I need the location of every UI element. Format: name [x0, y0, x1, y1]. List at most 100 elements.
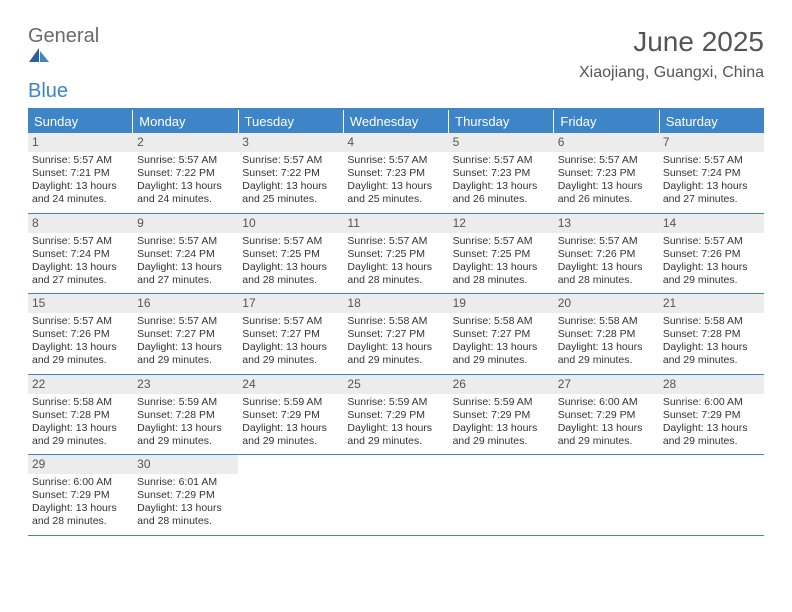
day-number: 4 [343, 133, 448, 152]
sunrise-text: Sunrise: 5:58 AM [663, 315, 760, 328]
calendar-cell: 5 Sunrise: 5:57 AMSunset: 7:23 PMDaylight… [449, 133, 554, 213]
calendar-cell: .. [343, 455, 448, 535]
day-number: 20 [554, 294, 659, 313]
sunset-text: Sunset: 7:23 PM [558, 167, 655, 180]
day-body: Sunrise: 5:57 AMSunset: 7:26 PMDaylight:… [554, 233, 659, 294]
calendar-cell: 28Sunrise: 6:00 AMSunset: 7:29 PMDayligh… [659, 375, 764, 455]
calendar-cell: 6Sunrise: 5:57 AMSunset: 7:23 PMDaylight… [554, 133, 659, 213]
weekday-header-row: Sunday Monday Tuesday Wednesday Thursday… [28, 110, 764, 133]
day-number: 8 [28, 214, 133, 233]
sunset-text: Sunset: 7:26 PM [558, 248, 655, 261]
daylight-text: Daylight: 13 hours and 28 minutes. [32, 502, 129, 528]
daylight-text: Daylight: 13 hours and 29 minutes. [663, 261, 760, 287]
calendar-week: 29Sunrise: 6:00 AMSunset: 7:29 PMDayligh… [28, 455, 764, 536]
sail-icon [28, 47, 99, 63]
sunrise-text: Sunrise: 5:58 AM [347, 315, 444, 328]
daylight-text: Daylight: 13 hours and 24 minutes. [137, 180, 234, 206]
day-body: Sunrise: 5:57 AMSunset: 7:25 PMDaylight:… [238, 233, 343, 294]
day-body: Sunrise: 6:00 AMSunset: 7:29 PMDaylight:… [659, 394, 764, 455]
page-title: June 2025 [579, 26, 764, 58]
sunset-text: Sunset: 7:22 PM [242, 167, 339, 180]
day-number: 18 [343, 294, 448, 313]
calendar-cell: 7Sunrise: 5:57 AMSunset: 7:24 PMDaylight… [659, 133, 764, 213]
day-number: 15 [28, 294, 133, 313]
day-number: 10 [238, 214, 343, 233]
sunrise-text: Sunrise: 5:58 AM [453, 315, 550, 328]
day-body: Sunrise: 5:59 AMSunset: 7:29 PMDaylight:… [238, 394, 343, 455]
daylight-text: Daylight: 13 hours and 29 minutes. [32, 422, 129, 448]
sunset-text: Sunset: 7:27 PM [137, 328, 234, 341]
daylight-text: Daylight: 13 hours and 26 minutes. [453, 180, 550, 206]
calendar-cell: 11Sunrise: 5:57 AMSunset: 7:25 PMDayligh… [343, 214, 448, 294]
calendar-cell: .. [238, 455, 343, 535]
calendar-cell: 29Sunrise: 6:00 AMSunset: 7:29 PMDayligh… [28, 455, 133, 535]
day-number: 16 [133, 294, 238, 313]
day-body: Sunrise: 5:57 AMSunset: 7:27 PMDaylight:… [238, 313, 343, 374]
day-body: Sunrise: 5:57 AMSunset: 7:23 PMDaylight:… [343, 152, 448, 213]
calendar-cell: 27Sunrise: 6:00 AMSunset: 7:29 PMDayligh… [554, 375, 659, 455]
weekday-header: Wednesday [344, 110, 449, 133]
sunset-text: Sunset: 7:26 PM [663, 248, 760, 261]
day-body: Sunrise: 5:57 AMSunset: 7:25 PMDaylight:… [449, 233, 554, 294]
daylight-text: Daylight: 13 hours and 29 minutes. [453, 341, 550, 367]
day-number: 28 [659, 375, 764, 394]
day-body: Sunrise: 6:00 AMSunset: 7:29 PMDaylight:… [554, 394, 659, 455]
sunset-text: Sunset: 7:25 PM [453, 248, 550, 261]
daylight-text: Daylight: 13 hours and 29 minutes. [663, 422, 760, 448]
daylight-text: Daylight: 13 hours and 27 minutes. [663, 180, 760, 206]
calendar-cell: 4Sunrise: 5:57 AMSunset: 7:23 PMDaylight… [343, 133, 448, 213]
sunset-text: Sunset: 7:26 PM [32, 328, 129, 341]
calendar-cell: 25Sunrise: 5:59 AMSunset: 7:29 PMDayligh… [343, 375, 448, 455]
day-number: 7 [659, 133, 764, 152]
day-body: Sunrise: 6:01 AMSunset: 7:29 PMDaylight:… [133, 474, 238, 535]
day-number: 23 [133, 375, 238, 394]
calendar-cell: 26Sunrise: 5:59 AMSunset: 7:29 PMDayligh… [449, 375, 554, 455]
sunset-text: Sunset: 7:24 PM [137, 248, 234, 261]
calendar-week: 1 Sunrise: 5:57 AM Sunset: 7:21 PM Daylight… [28, 133, 764, 214]
calendar-cell: .. [449, 455, 554, 535]
sunrise-text: Sunrise: 5:57 AM [453, 154, 550, 167]
day-body: Sunrise: 5:57 AMSunset: 7:26 PMDaylight:… [659, 233, 764, 294]
sunrise-text: Sunrise: 5:59 AM [347, 396, 444, 409]
sunset-text: Sunset: 7:27 PM [453, 328, 550, 341]
sunset-text: Sunset: 7:21 PM [32, 167, 129, 180]
sunset-text: Sunset: 7:28 PM [32, 409, 129, 422]
calendar-cell: 19Sunrise: 5:58 AMSunset: 7:27 PMDayligh… [449, 294, 554, 374]
calendar-cell: 12Sunrise: 5:57 AMSunset: 7:25 PMDayligh… [449, 214, 554, 294]
day-body: Sunrise: 5:57 AMSunset: 7:24 PMDaylight:… [133, 233, 238, 294]
sunrise-text: Sunrise: 5:58 AM [32, 396, 129, 409]
daylight-text: Daylight: 13 hours and 29 minutes. [242, 341, 339, 367]
day-number: 29 [28, 455, 133, 474]
day-body: Sunrise: 5:58 AMSunset: 7:27 PMDaylight:… [449, 313, 554, 374]
weekday-header: Monday [133, 110, 238, 133]
calendar-cell: .. [659, 455, 764, 535]
day-number: 26 [449, 375, 554, 394]
calendar-cell: 9Sunrise: 5:57 AMSunset: 7:24 PMDaylight… [133, 214, 238, 294]
day-number: 1 [28, 133, 133, 152]
sunrise-text: Sunrise: 5:57 AM [558, 235, 655, 248]
sunrise-text: Sunrise: 5:57 AM [137, 235, 234, 248]
sunrise-text: Sunrise: 6:01 AM [137, 476, 234, 489]
sunrise-text: Sunrise: 5:59 AM [137, 396, 234, 409]
sunset-text: Sunset: 7:23 PM [453, 167, 550, 180]
calendar-cell: 18Sunrise: 5:58 AMSunset: 7:27 PMDayligh… [343, 294, 448, 374]
day-body: Sunrise: 5:57 AMSunset: 7:22 PMDaylight:… [238, 152, 343, 213]
daylight-text: Daylight: 13 hours and 28 minutes. [137, 502, 234, 528]
sunset-text: Sunset: 7:29 PM [558, 409, 655, 422]
sunrise-text: Sunrise: 5:57 AM [242, 154, 339, 167]
day-number: 25 [343, 375, 448, 394]
calendar-cell: 24Sunrise: 5:59 AMSunset: 7:29 PMDayligh… [238, 375, 343, 455]
sunrise-text: Sunrise: 5:57 AM [663, 154, 760, 167]
day-body: Sunrise: 5:58 AMSunset: 7:28 PMDaylight:… [659, 313, 764, 374]
daylight-text: Daylight: 13 hours and 29 minutes. [663, 341, 760, 367]
calendar-cell: 10Sunrise: 5:57 AMSunset: 7:25 PMDayligh… [238, 214, 343, 294]
sunrise-text: Sunrise: 6:00 AM [32, 476, 129, 489]
day-body: Sunrise: 5:58 AMSunset: 7:28 PMDaylight:… [28, 394, 133, 455]
day-body: Sunrise: 5:58 AMSunset: 7:28 PMDaylight:… [554, 313, 659, 374]
day-number: 5 [449, 133, 554, 152]
daylight-text: Daylight: 13 hours and 29 minutes. [137, 341, 234, 367]
day-body: Sunrise: 5:59 AMSunset: 7:29 PMDaylight:… [449, 394, 554, 455]
daylight-text: Daylight: 13 hours and 25 minutes. [347, 180, 444, 206]
weekday-header: Friday [554, 110, 659, 133]
calendar-cell: 30Sunrise: 6:01 AMSunset: 7:29 PMDayligh… [133, 455, 238, 535]
